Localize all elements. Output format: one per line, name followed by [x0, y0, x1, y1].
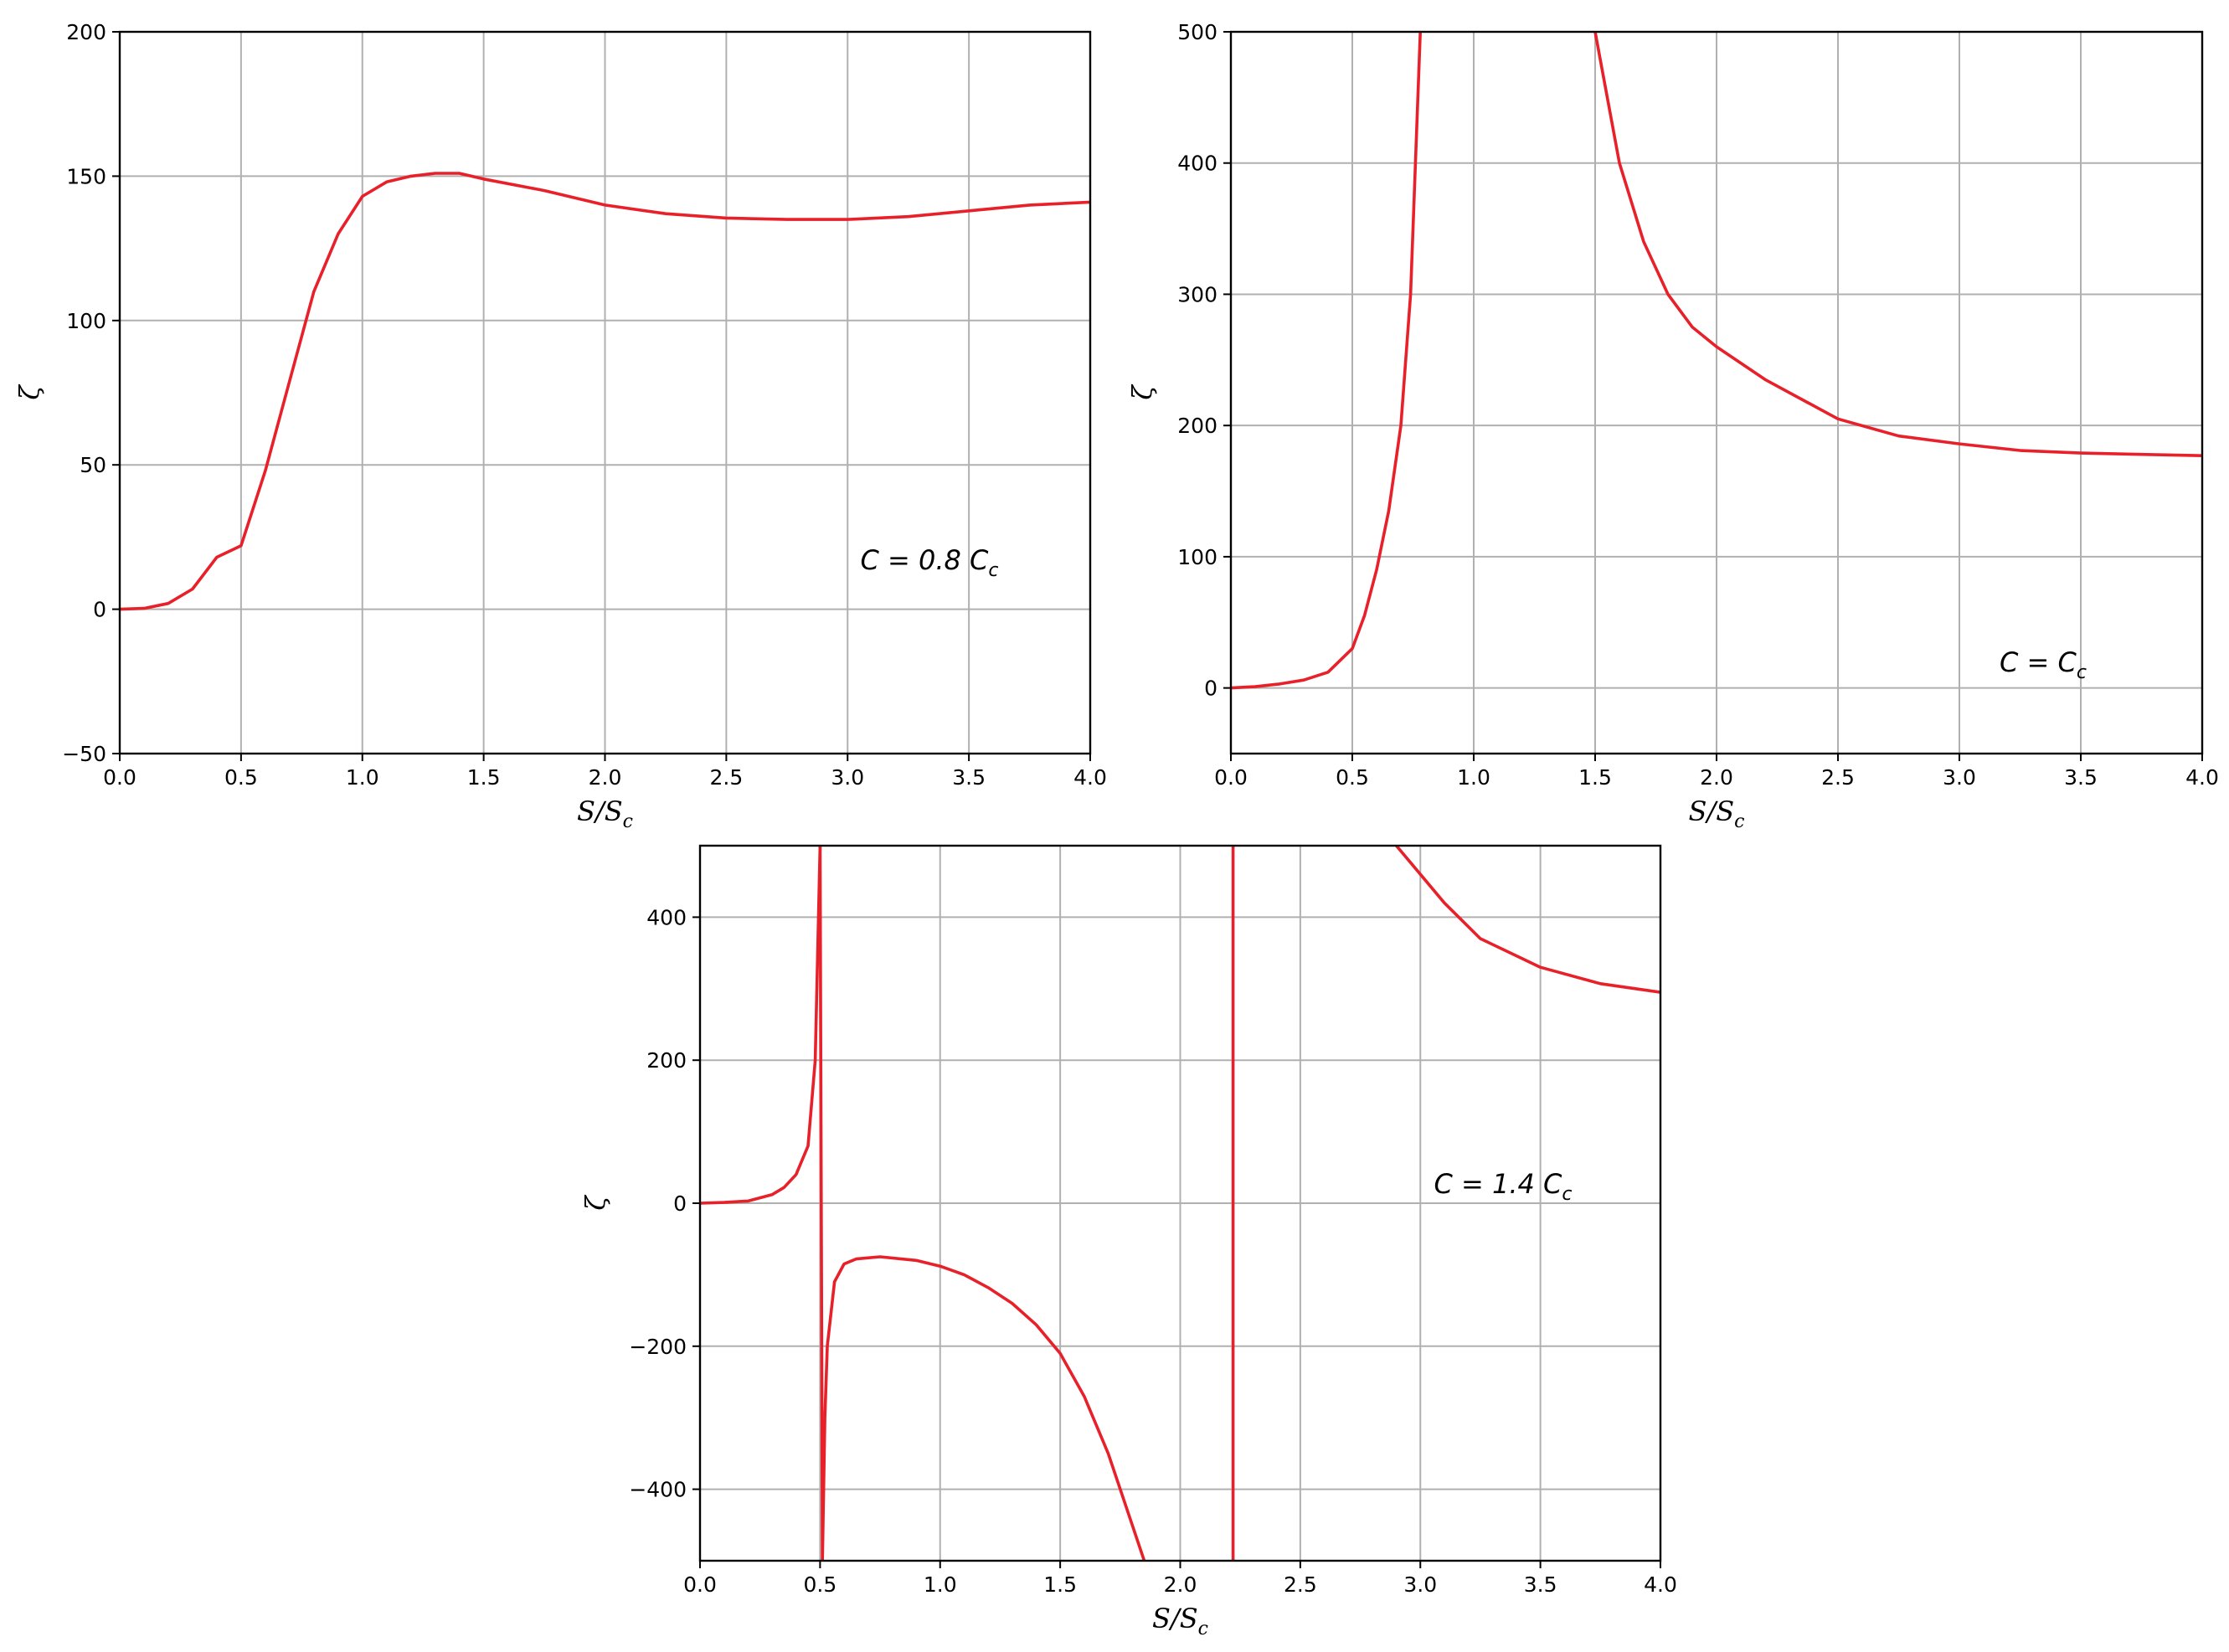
x-tick-label: 2.0	[1700, 765, 1733, 790]
x-tick-label: 1.5	[1043, 1572, 1077, 1597]
y-tick-label: 0	[93, 598, 106, 622]
x-tick-label: 3.0	[1943, 765, 1976, 790]
x-tick-label: 0.0	[103, 765, 136, 790]
y-tick-label: 200	[66, 20, 106, 44]
x-tick-label: 3.5	[1524, 1572, 1557, 1597]
x-tick-label: 0.5	[803, 1572, 837, 1597]
x-tick-label: 2.5	[1284, 1572, 1317, 1597]
series-line	[821, 1255, 1146, 1561]
y-tick-label: 0	[1204, 677, 1217, 701]
x-tick-label: 1.0	[346, 765, 379, 790]
series-line	[1593, 32, 2202, 457]
panel-c-equals-cc: 0.0 0.5 1.0 1.5 2.0 2.5 3.0 3.5 4.0 0 100 200 300 400…	[1126, 20, 2219, 832]
x-tick-label: 3.0	[1403, 1572, 1437, 1597]
series-line	[1395, 846, 1660, 994]
panel-c-0p8: 0.0 0.5 1.0 1.5 2.0 2.5 3.0 3.5 4.0 −50 0 50 100 150 2…	[13, 20, 1107, 832]
x-tick-label: 1.5	[467, 765, 501, 790]
x-tick-label: 2.5	[1821, 765, 1855, 790]
series-line	[120, 172, 1090, 611]
x-tick-label: 0.5	[224, 765, 258, 790]
x-tick-label: 1.0	[1457, 765, 1490, 790]
x-tick-label: 3.5	[952, 765, 986, 790]
x-axis-label: S/Sc	[1152, 1603, 1208, 1639]
y-tick-label: −200	[629, 1335, 687, 1359]
y-tick-label: 50	[80, 453, 106, 477]
x-tick-label: 1.5	[1578, 765, 1612, 790]
annotation: C = Cc	[2000, 646, 2087, 683]
panel-c-1p4: 0.0 0.5 1.0 1.5 2.0 2.5 3.0 3.5 4.0 −400 −200 0 200 4…	[579, 844, 1677, 1639]
x-tick-label: 4.0	[1073, 765, 1107, 790]
x-tick-label: 3.0	[831, 765, 864, 790]
x-tick-label: 0.5	[1336, 765, 1369, 790]
y-tick-label: 0	[673, 1191, 687, 1216]
x-tick-label: 2.0	[589, 765, 622, 790]
series-line	[818, 846, 825, 1561]
x-tick-label: 4.0	[2185, 765, 2219, 790]
x-tick-label: 0.0	[1214, 765, 1248, 790]
x-axis-label: S/Sc	[577, 795, 633, 832]
x-tick-label: 1.0	[924, 1572, 957, 1597]
y-axis-label: ζ	[579, 1195, 611, 1211]
annotation: C = 0.8 Cc	[860, 544, 998, 581]
y-tick-label: 300	[1177, 282, 1217, 306]
y-axis-label: ζ	[1126, 384, 1158, 400]
y-tick-label: 100	[66, 309, 106, 333]
y-tick-label: −400	[629, 1478, 687, 1502]
x-tick-label: 3.5	[2064, 765, 2098, 790]
annotation: C = 1.4 Cc	[1434, 1168, 1572, 1205]
x-axis-label: S/Sc	[1689, 795, 1745, 832]
y-axis-label: ζ	[13, 384, 45, 400]
y-tick-label: 500	[1177, 20, 1217, 44]
y-tick-label: 200	[646, 1048, 687, 1073]
x-tick-label: 4.0	[1644, 1572, 1677, 1597]
y-tick-label: −50	[62, 742, 106, 766]
x-tick-label: 2.5	[709, 765, 743, 790]
y-tick-label: 200	[1177, 414, 1217, 438]
y-tick-label: 400	[1177, 152, 1217, 176]
series-line	[1231, 32, 1422, 690]
x-tick-label: 0.0	[683, 1572, 717, 1597]
series-line	[700, 846, 822, 1205]
y-tick-label: 150	[66, 164, 106, 188]
y-tick-label: 400	[646, 905, 687, 929]
x-tick-label: 2.0	[1164, 1572, 1197, 1597]
y-tick-label: 100	[1177, 545, 1217, 569]
